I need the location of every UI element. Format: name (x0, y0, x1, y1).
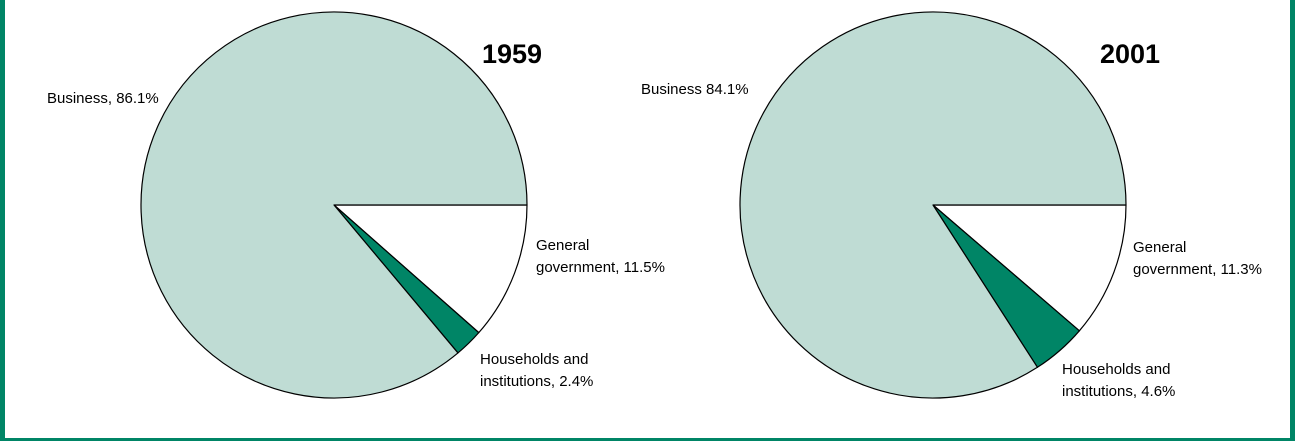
label-government-1959-line1: General (536, 237, 589, 254)
label-households-1959: Households and institutions, 2.4% (480, 351, 593, 390)
label-government-2001-line1: General (1133, 239, 1186, 256)
pie-2001-slices (739, 11, 1127, 399)
pie-1959-slices (140, 11, 528, 399)
label-business-2001: Business 84.1% (641, 81, 749, 98)
pie-slice-business-2001 (739, 11, 1127, 399)
label-households-2001-line1: Households and (1062, 361, 1170, 378)
pie-slice-government-2001 (932, 204, 1127, 332)
label-government-2001-line2: government, 11.3% (1133, 261, 1262, 278)
label-government-1959: General government, 11.5% (536, 237, 665, 276)
chart-title-2001: 2001 (1100, 39, 1160, 69)
label-business-1959: Business, 86.1% (47, 90, 159, 107)
chart-title-1959: 1959 (482, 39, 542, 69)
pie-chart-2001: 2001 Business 84.1% General government, … (641, 11, 1262, 400)
label-government-2001: General government, 11.3% (1133, 239, 1262, 278)
pie-slice-business-1959 (140, 11, 528, 399)
label-business-2001-line1: Business 84.1% (641, 81, 749, 98)
label-households-1959-line1: Households and (480, 351, 588, 368)
label-households-2001-line2: institutions, 4.6% (1062, 383, 1175, 400)
pie-slice-government-1959 (333, 204, 528, 334)
label-government-1959-line2: government, 11.5% (536, 259, 665, 276)
pie-chart-1959: 1959 Business, 86.1% General government,… (47, 11, 665, 399)
label-households-1959-line2: institutions, 2.4% (480, 373, 593, 390)
label-business-1959-line1: Business, 86.1% (47, 90, 159, 107)
label-households-2001: Households and institutions, 4.6% (1062, 361, 1175, 400)
